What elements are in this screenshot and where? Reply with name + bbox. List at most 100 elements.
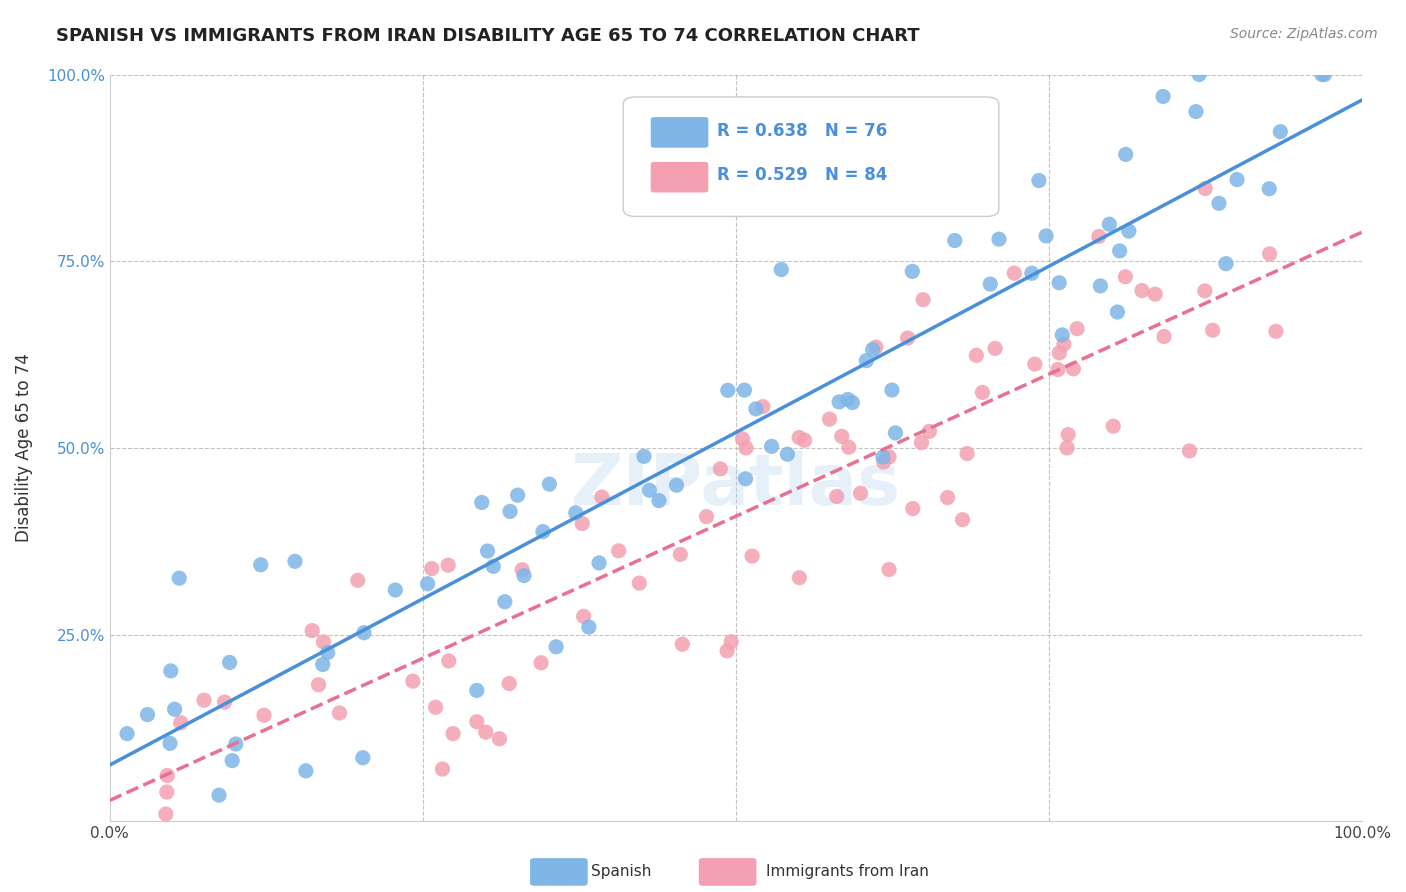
Spanish xyxy=(284,554,307,568)
Immigrants from Iran xyxy=(669,548,692,562)
Spanish xyxy=(482,559,505,574)
Immigrants from Iran xyxy=(936,491,959,505)
Spanish xyxy=(416,576,439,591)
Spanish xyxy=(855,353,877,368)
Immigrants from Iran xyxy=(1102,419,1125,434)
Immigrants from Iran xyxy=(1088,229,1111,244)
Spanish xyxy=(979,277,1001,291)
Immigrants from Iran xyxy=(1114,269,1136,284)
Immigrants from Iran xyxy=(720,634,742,648)
Immigrants from Iran xyxy=(475,725,498,739)
Spanish xyxy=(312,657,335,672)
Spanish xyxy=(506,488,529,502)
Immigrants from Iran xyxy=(498,676,520,690)
Immigrants from Iran xyxy=(865,340,887,354)
Spanish xyxy=(531,524,554,539)
Spanish xyxy=(494,595,516,609)
Immigrants from Iran xyxy=(873,455,896,469)
Immigrants from Iran xyxy=(910,435,932,450)
Immigrants from Iran xyxy=(170,715,193,730)
Spanish xyxy=(929,176,952,190)
Immigrants from Iran xyxy=(437,654,460,668)
Immigrants from Iran xyxy=(752,400,775,414)
Immigrants from Iran xyxy=(510,563,533,577)
Spanish xyxy=(734,472,756,486)
Spanish xyxy=(136,707,159,722)
Point xyxy=(1188,68,1211,82)
Spanish xyxy=(225,737,247,751)
Immigrants from Iran xyxy=(1265,324,1288,338)
Spanish xyxy=(943,234,966,248)
Immigrants from Iran xyxy=(328,706,350,720)
Immigrants from Iran xyxy=(214,695,236,709)
Spanish xyxy=(665,478,688,492)
Immigrants from Iran xyxy=(437,558,460,573)
Text: Immigrants from Iran: Immigrants from Iran xyxy=(766,864,929,879)
Immigrants from Iran xyxy=(1002,266,1025,280)
Immigrants from Iran xyxy=(787,430,810,444)
Spanish xyxy=(546,640,568,654)
Immigrants from Iran xyxy=(709,462,731,476)
Immigrants from Iran xyxy=(877,562,900,576)
Spanish xyxy=(159,664,181,678)
Spanish xyxy=(1270,125,1292,139)
Spanish xyxy=(384,582,406,597)
Spanish xyxy=(1152,89,1174,103)
Text: R = 0.529   N = 84: R = 0.529 N = 84 xyxy=(717,166,887,185)
Immigrants from Iran xyxy=(301,624,323,638)
Immigrants from Iran xyxy=(1056,441,1078,455)
Spanish xyxy=(1028,173,1050,187)
Y-axis label: Disability Age 65 to 74: Disability Age 65 to 74 xyxy=(15,353,32,542)
Spanish xyxy=(1310,68,1333,82)
Immigrants from Iran xyxy=(425,700,447,714)
Immigrants from Iran xyxy=(628,576,651,591)
Immigrants from Iran xyxy=(838,440,860,454)
Spanish xyxy=(538,477,561,491)
Text: ZIPatlas: ZIPatlas xyxy=(571,450,901,520)
Immigrants from Iran xyxy=(1046,362,1069,376)
Spanish xyxy=(988,232,1011,246)
Text: R = 0.638   N = 76: R = 0.638 N = 76 xyxy=(717,121,887,139)
Spanish xyxy=(880,383,903,397)
Immigrants from Iran xyxy=(156,768,179,782)
Text: SPANISH VS IMMIGRANTS FROM IRAN DISABILITY AGE 65 TO 74 CORRELATION CHART: SPANISH VS IMMIGRANTS FROM IRAN DISABILI… xyxy=(56,27,920,45)
Spanish xyxy=(1090,278,1112,293)
Spanish xyxy=(648,493,671,508)
Immigrants from Iran xyxy=(441,726,464,740)
Immigrants from Iran xyxy=(901,501,924,516)
Immigrants from Iran xyxy=(912,293,935,307)
Spanish xyxy=(295,764,318,778)
Spanish xyxy=(218,656,240,670)
Spanish xyxy=(841,395,863,409)
Spanish xyxy=(1215,257,1237,271)
Immigrants from Iran xyxy=(155,807,177,822)
Immigrants from Iran xyxy=(1047,346,1070,360)
Immigrants from Iran xyxy=(1130,284,1153,298)
Immigrants from Iran xyxy=(312,635,335,649)
Immigrants from Iran xyxy=(572,609,595,624)
Spanish xyxy=(513,568,536,582)
Spanish xyxy=(159,736,181,750)
Spanish xyxy=(477,544,499,558)
Immigrants from Iran xyxy=(696,509,718,524)
Immigrants from Iran xyxy=(825,490,848,504)
Immigrants from Iran xyxy=(1144,287,1167,301)
Spanish xyxy=(837,392,859,407)
Immigrants from Iran xyxy=(897,331,920,345)
Spanish xyxy=(1050,327,1073,342)
Spanish xyxy=(633,450,655,464)
Immigrants from Iran xyxy=(465,714,488,729)
Immigrants from Iran xyxy=(735,441,758,455)
Spanish xyxy=(1226,172,1249,186)
Immigrants from Iran xyxy=(402,674,425,689)
Spanish xyxy=(745,401,768,416)
Spanish xyxy=(872,450,894,464)
Spanish xyxy=(828,395,851,409)
Immigrants from Iran xyxy=(793,434,815,448)
Text: Spanish: Spanish xyxy=(591,864,651,879)
Immigrants from Iran xyxy=(1178,444,1201,458)
Point xyxy=(1313,68,1336,82)
Spanish xyxy=(1118,224,1140,238)
Text: Source: ZipAtlas.com: Source: ZipAtlas.com xyxy=(1230,27,1378,41)
Immigrants from Iran xyxy=(488,731,510,746)
